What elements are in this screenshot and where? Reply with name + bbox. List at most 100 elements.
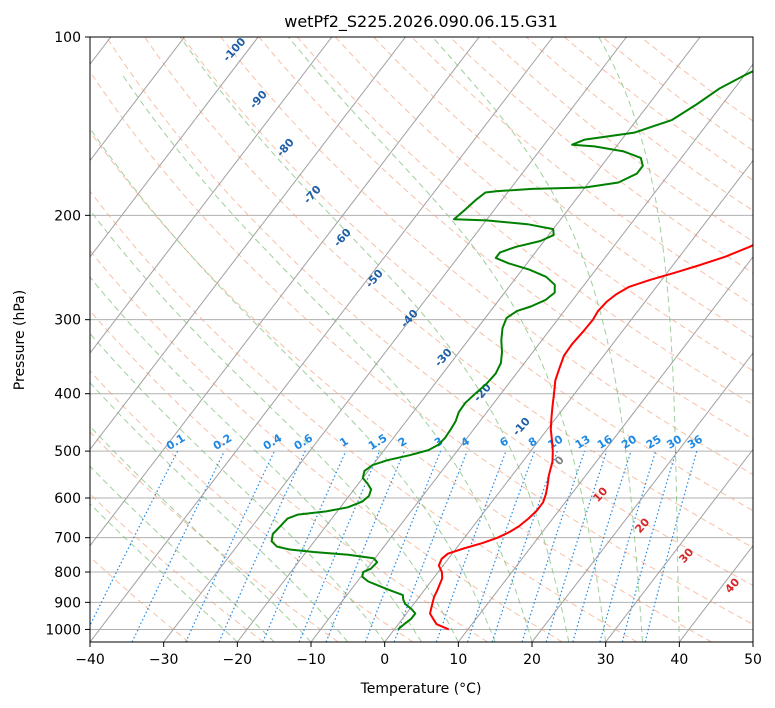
dry-adiabat-line: [90, 190, 638, 642]
mixing-ratio-label: 10: [545, 432, 565, 451]
mixing-ratio-line: [545, 450, 608, 642]
y-tick-label: 700: [54, 531, 81, 547]
dry-adiabat-line: [487, 37, 753, 243]
x-tick-label: −10: [296, 652, 326, 668]
mixing-ratio-line: [572, 450, 632, 642]
mixing-ratio-label: 2: [396, 435, 409, 450]
x-axis-label: Temperature (°C): [360, 681, 482, 697]
dry-adiabat-line: [90, 431, 339, 642]
dry-adiabat-line: [106, 37, 753, 587]
y-tick-label: 600: [54, 491, 81, 507]
dry-adiabat-line: [449, 37, 753, 274]
temperature-profile-line: [429, 244, 753, 631]
isotherm-line: [90, 37, 406, 451]
x-tick-label: 20: [523, 652, 541, 668]
isotherm-line: [384, 159, 753, 642]
isotherm-label: -70: [301, 183, 324, 207]
dry-adiabat-line: [296, 37, 753, 406]
mixing-ratio-label: 16: [595, 432, 615, 451]
y-tick-label: 500: [54, 444, 81, 460]
isotherm-line: [531, 352, 753, 642]
plot-area: -100-90-80-70-60-50-40-30-20-10010203040…: [90, 35, 753, 642]
dry-adiabat-line: [90, 249, 563, 642]
mixing-ratio-label: 6: [497, 434, 511, 449]
dry-adiabat-line: [525, 37, 753, 212]
plot-frame: [89, 36, 754, 643]
isotherm-line: [678, 544, 753, 642]
mixing-ratio-line: [491, 450, 558, 642]
mixing-ratio-label: 30: [664, 432, 684, 451]
x-axis-ticks: −40 −30 −20 −10 0 10 20 30 40 50: [75, 642, 762, 668]
x-tick-label: −30: [149, 652, 179, 668]
moist-adiabat-line: [90, 209, 459, 642]
isotherms: [90, 37, 753, 642]
y-axis-ticks: 100 200 300 400 500 600 700 800 900 1000: [45, 30, 90, 638]
chart-title: wetPf2_S225.2026.090.06.15.G31: [284, 12, 558, 32]
moist-adiabat-line: [90, 465, 275, 642]
dry-adiabat-line: [373, 37, 753, 339]
moist-adiabat-line: [90, 276, 422, 642]
isotherm-line: [752, 641, 753, 642]
dry-adiabat-line: [90, 309, 488, 642]
mixing-ratio-line: [218, 450, 306, 642]
isotherm-label: 10: [590, 484, 610, 504]
dry-adiabat-line: [90, 493, 264, 642]
y-axis-label: Pressure (hPa): [12, 290, 28, 390]
mixing-ratio-line: [599, 450, 657, 642]
x-tick-label: 30: [597, 652, 615, 668]
isotherm-line: [90, 37, 480, 547]
x-tick-label: −40: [75, 652, 105, 668]
profile-series: [270, 70, 753, 631]
isotherm-line: [90, 37, 554, 642]
isotherm-line: [236, 37, 701, 642]
moist-adiabat-line: [179, 37, 570, 642]
dry-adiabat-line: [90, 370, 414, 642]
y-tick-label: 1000: [45, 622, 81, 638]
moist-adiabat-line: [598, 37, 680, 642]
dry-adiabat-line: [90, 130, 712, 642]
mixing-ratio-label: 20: [619, 432, 639, 451]
moist-adiabats: [90, 37, 680, 642]
mixing-ratio-line: [131, 450, 225, 642]
x-tick-label: −20: [223, 652, 253, 668]
mixing-ratio-label: 1: [337, 435, 350, 450]
mixing-ratio-line: [621, 450, 677, 642]
isotherm-line: [310, 63, 753, 642]
moist-adiabat-line: [432, 37, 643, 642]
y-tick-label: 400: [54, 387, 81, 403]
x-tick-label: 10: [449, 652, 467, 668]
dry-adiabats: [90, 37, 753, 642]
mixing-ratio-label: 13: [573, 433, 593, 452]
mixing-ratio-line: [466, 450, 536, 642]
x-tick-label: 0: [380, 652, 389, 668]
isotherm-line: [605, 448, 753, 642]
dry-adiabat-line: [182, 37, 753, 512]
isotherm-label: 30: [676, 545, 696, 565]
x-tick-label: 50: [744, 652, 762, 668]
moist-adiabat-line: [90, 127, 496, 642]
moist-adiabat-line: [90, 332, 386, 642]
y-tick-label: 900: [54, 595, 81, 611]
mixing-ratio-label: 4: [459, 434, 473, 449]
isotherm-label: -100: [220, 35, 248, 64]
moist-adiabat-line: [120, 72, 533, 642]
mixing-ratio-line: [185, 450, 275, 642]
y-tick-label: 300: [54, 313, 81, 329]
mixing-ratio-line: [262, 450, 347, 642]
isotherm-line: [163, 37, 627, 642]
dry-adiabat-line: [144, 37, 753, 549]
y-tick-label: 800: [54, 565, 81, 581]
isotherm-line: [90, 37, 185, 162]
mixing-ratio-line: [644, 450, 698, 642]
dry-adiabat-line: [335, 37, 753, 372]
dry-adiabat-line: [258, 37, 753, 440]
isotherm-label: -90: [247, 88, 270, 112]
mixing-ratio-label: 0.4: [261, 431, 285, 453]
isotherm-line: [457, 255, 753, 642]
isotherm-label: -20: [471, 381, 494, 405]
dry-adiabat-line: [640, 37, 753, 122]
mixing-ratio-label: 0.2: [211, 431, 234, 452]
isotherm-label: 40: [722, 575, 742, 595]
